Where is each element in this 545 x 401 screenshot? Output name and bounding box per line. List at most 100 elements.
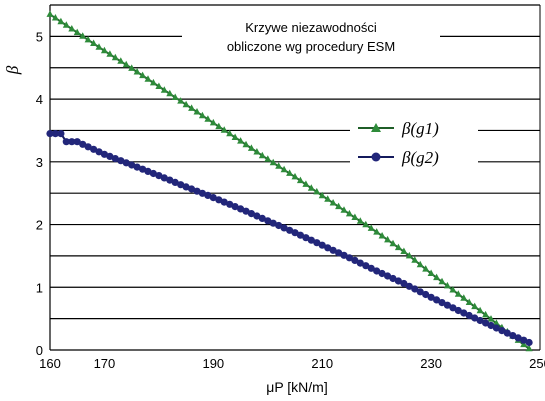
data-point (280, 224, 288, 232)
data-point (253, 148, 261, 155)
data-point (520, 336, 528, 344)
data-point (275, 221, 283, 230)
legend-marker-g1 (371, 123, 381, 132)
data-point (492, 324, 500, 332)
data-point (373, 267, 381, 275)
data-point (329, 246, 337, 254)
data-point (509, 332, 517, 340)
y-tick-label: 3 (36, 155, 43, 170)
data-point (514, 334, 522, 342)
data-point (51, 130, 60, 138)
data-point (188, 185, 196, 193)
legend: β(g1) β(g2) (350, 112, 478, 172)
title-line-2: obliczone wg procedury ESM (227, 39, 395, 54)
data-point (449, 286, 457, 293)
y-tick-label: 0 (36, 343, 43, 358)
data-point (367, 264, 375, 272)
data-point (220, 126, 228, 133)
data-point (193, 187, 201, 195)
data-point (149, 78, 157, 86)
data-point (84, 35, 92, 43)
data-point (318, 241, 326, 249)
axes (49, 5, 541, 351)
data-point (193, 108, 201, 115)
data-point (231, 203, 239, 211)
data-point (100, 46, 108, 54)
x-tick-label: 250 (529, 356, 545, 371)
data-point (492, 319, 500, 326)
data-point (378, 269, 386, 278)
data-point (275, 162, 283, 169)
data-point (95, 148, 103, 156)
series-line-g1 (49, 13, 530, 350)
data-point (237, 137, 245, 144)
data-point (111, 155, 119, 163)
data-point (460, 294, 468, 301)
data-point (90, 39, 98, 46)
series-g1 (46, 10, 533, 352)
data-point (345, 209, 353, 217)
data-point (258, 151, 266, 159)
data-point (433, 296, 441, 304)
data-point (204, 115, 212, 122)
data-point (384, 235, 392, 243)
data-point (367, 224, 375, 231)
data-point (389, 274, 397, 283)
data-point (427, 293, 435, 301)
data-point (362, 220, 370, 228)
data-point (460, 309, 468, 317)
data-point (286, 169, 294, 176)
data-point (324, 195, 332, 202)
data-point (302, 234, 310, 242)
data-point (356, 217, 364, 224)
data-point (411, 256, 419, 263)
data-point (433, 273, 441, 281)
data-point (525, 338, 533, 347)
data-point (416, 288, 424, 296)
title-background (182, 15, 440, 61)
data-point (198, 189, 206, 197)
data-point (400, 247, 408, 254)
data-point (128, 64, 136, 71)
data-point (46, 130, 54, 138)
data-point (57, 17, 65, 25)
data-point (160, 86, 168, 93)
data-point (443, 281, 451, 289)
data-point (215, 196, 223, 204)
data-point (307, 236, 315, 244)
y-tick-label: 1 (36, 280, 43, 295)
data-point (405, 251, 413, 259)
x-tick-label: 210 (311, 356, 333, 371)
data-point (231, 133, 239, 140)
data-point (351, 213, 359, 220)
data-point (307, 184, 315, 191)
data-point (280, 165, 288, 173)
data-point (100, 150, 108, 158)
data-point (258, 214, 266, 222)
data-point (471, 314, 479, 322)
data-point (476, 306, 484, 314)
data-point (68, 25, 76, 32)
data-point (144, 75, 152, 82)
data-point (438, 299, 446, 307)
x-tick-label: 230 (420, 356, 442, 371)
data-point (106, 152, 114, 160)
data-point (525, 344, 533, 352)
data-point (237, 205, 245, 213)
data-point (155, 172, 163, 180)
data-point (422, 290, 430, 299)
data-point (149, 169, 157, 178)
data-point (411, 285, 419, 293)
data-point (422, 265, 430, 272)
data-point (122, 159, 130, 167)
data-point (487, 315, 495, 322)
data-point (155, 82, 163, 89)
data-point (351, 256, 359, 264)
data-point (471, 302, 479, 310)
data-point (79, 140, 87, 148)
legend-label-g1: β(g1) (401, 119, 439, 138)
data-point (291, 172, 299, 180)
data-point (394, 243, 402, 251)
data-point (182, 183, 190, 191)
data-point (356, 259, 364, 267)
